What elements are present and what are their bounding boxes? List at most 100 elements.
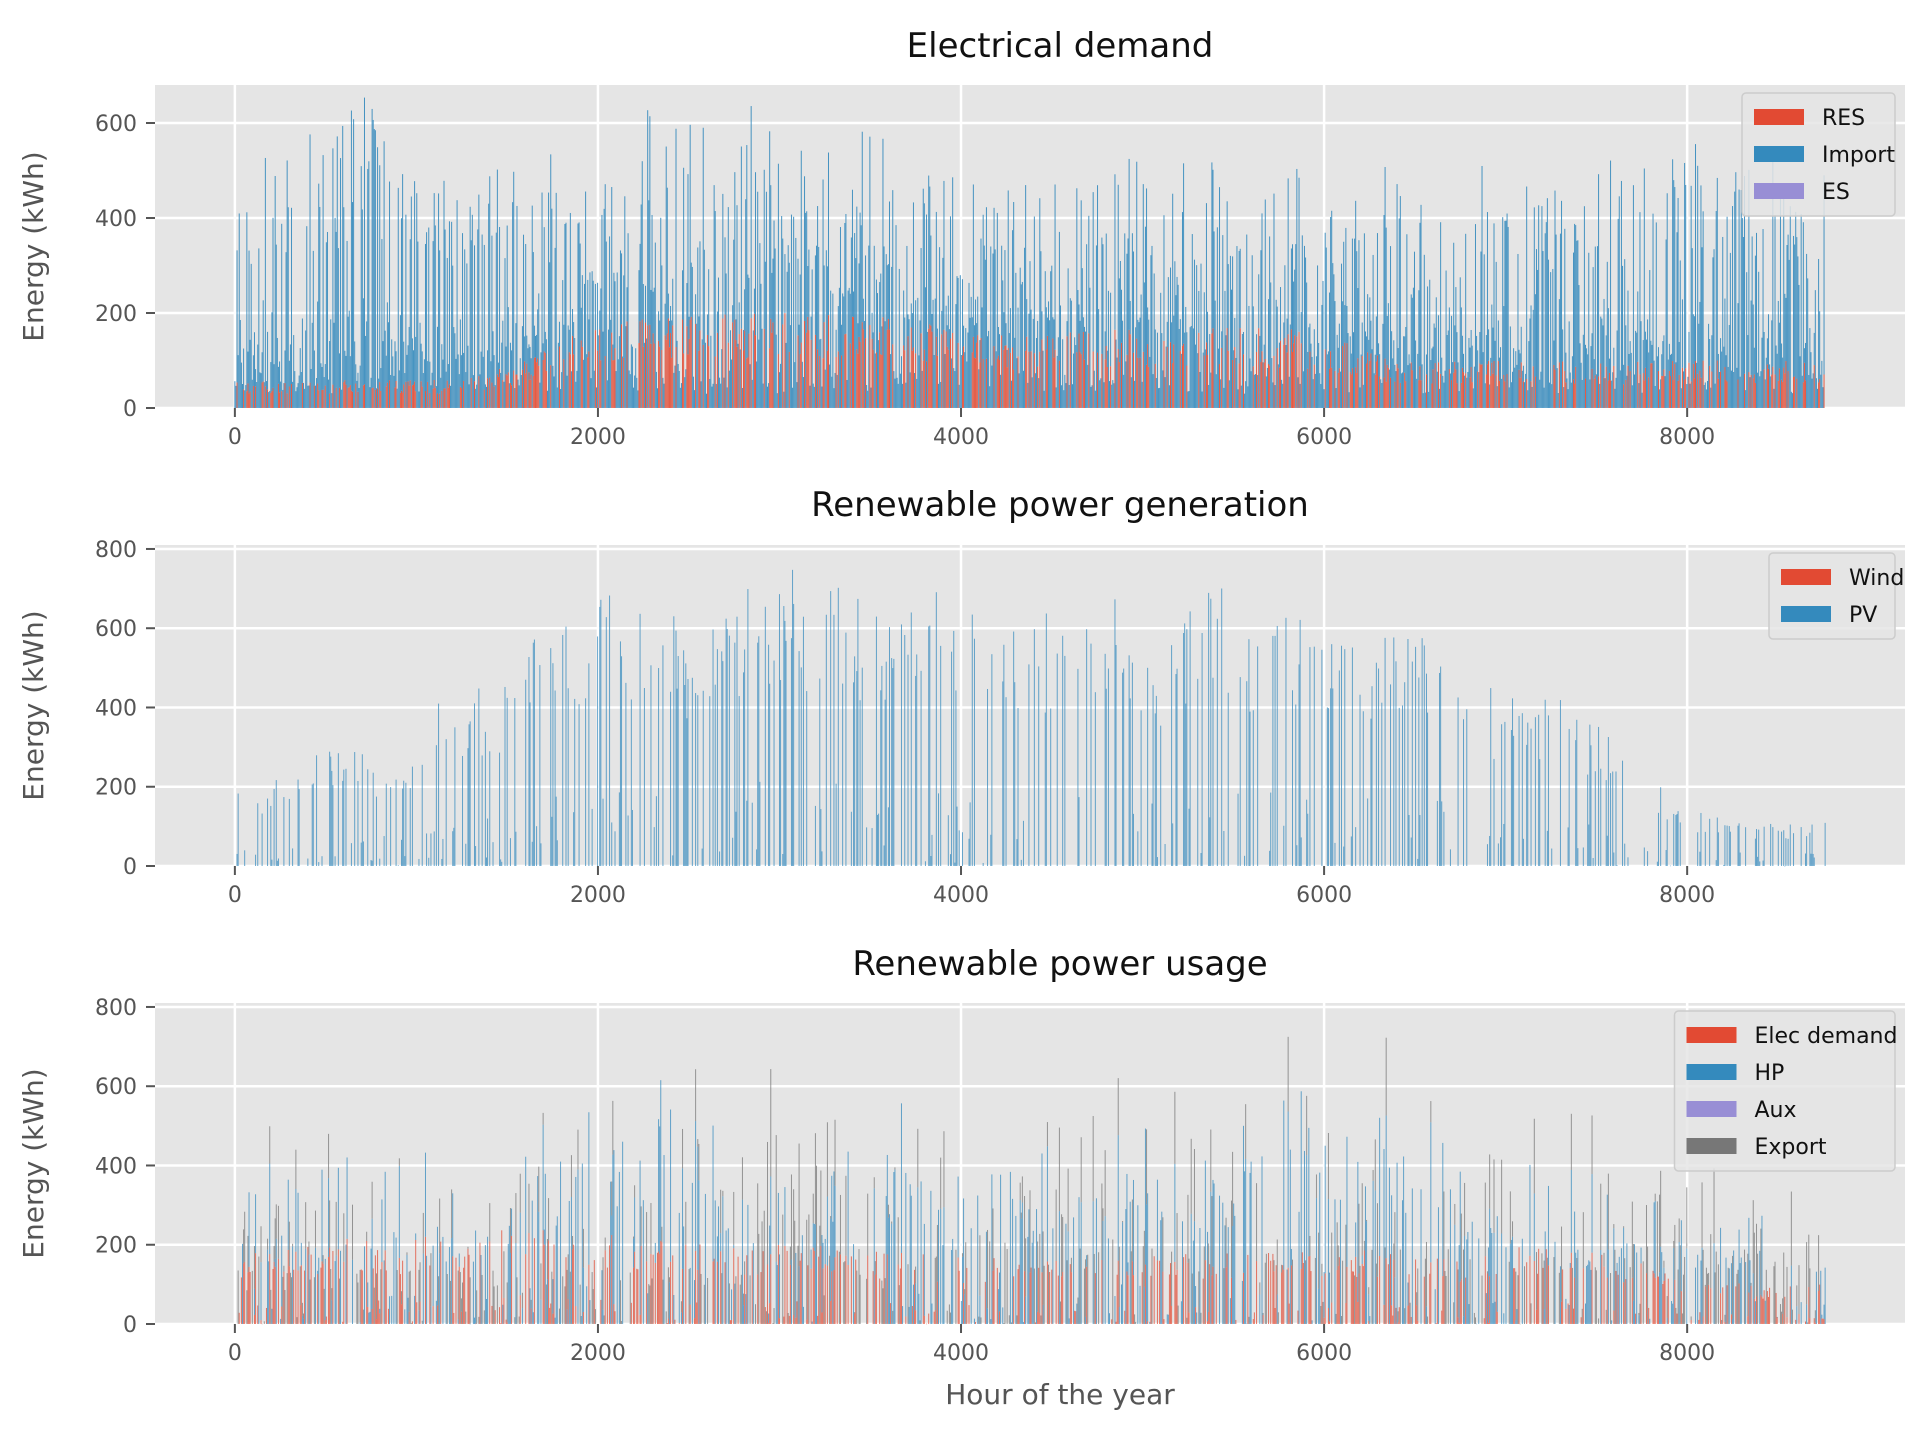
bar-import	[378, 378, 380, 408]
bar-import	[922, 188, 924, 361]
bar-elec-demand	[1442, 1276, 1444, 1324]
bar-pv	[1754, 838, 1756, 866]
bar-export	[721, 1273, 723, 1324]
bar-elec-demand	[588, 1264, 590, 1324]
bar-import	[268, 392, 270, 408]
bar-import	[1531, 386, 1533, 408]
bar-import	[1732, 206, 1734, 408]
bar-pv	[1355, 827, 1357, 866]
bar-export	[237, 1270, 239, 1324]
bar-import	[1463, 353, 1465, 373]
bar-import	[1632, 185, 1634, 408]
bar-hp	[613, 1150, 615, 1305]
bar-import	[1073, 353, 1075, 408]
bar-res	[1296, 336, 1298, 408]
bar-import	[859, 212, 861, 342]
bar-pv	[1321, 649, 1323, 866]
bar-pv	[875, 616, 877, 866]
bar-elec-demand	[257, 1305, 259, 1324]
bar-elec-demand	[287, 1249, 289, 1324]
bar-import	[822, 179, 824, 359]
bar-export	[1416, 1292, 1418, 1306]
bar-elec-demand	[307, 1247, 309, 1324]
bar-import	[1634, 374, 1636, 408]
bar-import	[1299, 383, 1301, 408]
bar-res	[271, 391, 273, 408]
bar-res	[1697, 373, 1699, 408]
bar-import	[246, 212, 248, 392]
bar-elec-demand	[1387, 1264, 1389, 1324]
bar-import	[1153, 273, 1155, 408]
bar-import	[334, 217, 336, 408]
bar-pv	[757, 642, 759, 866]
bar-import	[1348, 392, 1350, 408]
bar-hp	[776, 1265, 778, 1324]
bar-hp	[337, 1167, 339, 1250]
bar-res	[1238, 363, 1240, 408]
bar-pv	[1676, 814, 1678, 866]
bar-elec-demand	[463, 1267, 465, 1324]
bar-pv	[734, 642, 736, 866]
bar-import	[637, 390, 639, 408]
bar-import	[1239, 248, 1241, 329]
bar-res	[1226, 328, 1228, 408]
bar-pv	[1244, 855, 1246, 866]
bar-elec-demand	[467, 1248, 469, 1324]
bar-import	[720, 383, 722, 408]
bar-elec-demand	[1302, 1262, 1304, 1324]
bar-res	[744, 330, 746, 408]
bar-res	[985, 358, 987, 408]
bar-export	[634, 1185, 636, 1198]
bar-pv	[261, 813, 263, 866]
bar-res	[505, 374, 507, 408]
bar-export	[566, 1269, 568, 1310]
bar-elec-demand	[1710, 1288, 1712, 1324]
bar-import	[501, 342, 503, 408]
bar-hp	[1800, 1302, 1802, 1324]
bar-res	[357, 391, 359, 408]
bar-export	[1594, 1267, 1596, 1324]
bar-elec-demand	[1767, 1296, 1769, 1324]
bar-hp	[267, 1249, 269, 1324]
bar-res	[814, 334, 816, 408]
bar-import	[670, 305, 672, 334]
bar-pv	[655, 796, 657, 866]
bar-import	[234, 381, 236, 408]
bar-pv	[332, 785, 334, 866]
x-axis-label: Hour of the year	[945, 1378, 1175, 1411]
bar-import	[1205, 203, 1207, 343]
bar-res	[1324, 349, 1326, 408]
x-tick-label: 2000	[570, 883, 626, 908]
bar-res	[1147, 344, 1149, 408]
bar-import	[1547, 259, 1549, 408]
bar-export	[1393, 1243, 1395, 1260]
bar-import	[1729, 252, 1731, 408]
bar-pv	[588, 663, 590, 866]
bar-elec-demand	[1542, 1267, 1544, 1324]
bar-hp	[918, 1293, 920, 1324]
bar-hp	[1022, 1322, 1024, 1324]
bar-pv	[1809, 832, 1811, 866]
bar-res	[1383, 377, 1385, 408]
bar-import	[347, 316, 349, 388]
bar-import	[1275, 299, 1277, 408]
bar-hp	[1587, 1264, 1589, 1324]
bar-pv	[600, 599, 602, 866]
bar-elec-demand	[905, 1316, 907, 1324]
bar-import	[1154, 329, 1156, 364]
bar-res	[286, 393, 288, 408]
bar-import	[1219, 187, 1221, 365]
bar-elec-demand	[636, 1268, 638, 1324]
bar-import	[886, 265, 888, 330]
bar-import	[1017, 307, 1019, 357]
bar-import	[1080, 200, 1082, 355]
bar-hp	[1132, 1179, 1134, 1276]
bar-import	[1422, 393, 1424, 408]
bar-hp	[538, 1211, 540, 1324]
bar-import	[1656, 356, 1658, 408]
bar-res	[1766, 364, 1768, 408]
bar-export	[948, 1304, 950, 1324]
bar-hp	[1193, 1221, 1195, 1324]
bar-import	[1149, 356, 1151, 408]
bar-hp	[542, 1124, 544, 1231]
